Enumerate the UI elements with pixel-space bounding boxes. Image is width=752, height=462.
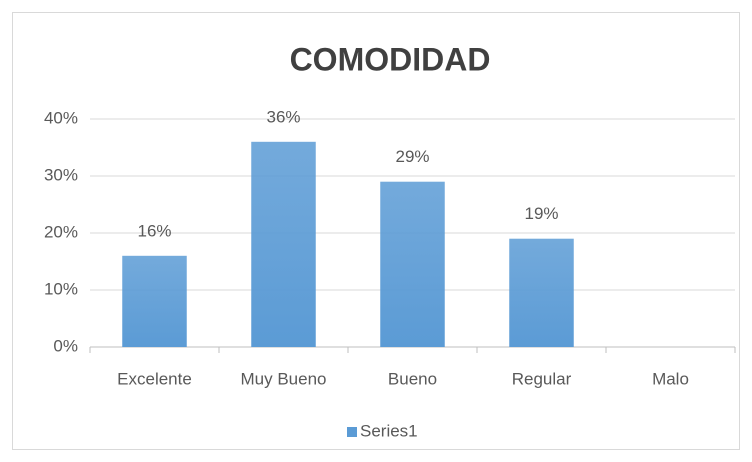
data-label: 29%	[395, 147, 429, 166]
bar	[251, 141, 316, 347]
y-tick-label: 30%	[44, 165, 78, 184]
x-tick-label: Malo	[652, 369, 689, 388]
chart-title: COMODIDAD	[290, 41, 491, 77]
data-label: 36%	[266, 107, 300, 126]
bar	[380, 181, 445, 347]
legend-label: Series1	[360, 421, 418, 440]
y-tick-label: 40%	[44, 108, 78, 127]
y-tick-label: 0%	[53, 336, 78, 355]
data-label: 19%	[524, 204, 558, 223]
x-tick-label: Muy Bueno	[241, 369, 327, 388]
y-tick-label: 20%	[44, 222, 78, 241]
y-tick-label: 10%	[44, 279, 78, 298]
data-label: 16%	[137, 221, 171, 240]
chart-border	[12, 12, 740, 450]
x-tick-label: Excelente	[117, 369, 192, 388]
x-tick-label: Bueno	[388, 369, 437, 388]
legend-swatch	[347, 427, 357, 437]
bar	[122, 255, 187, 347]
x-tick-label: Regular	[512, 369, 572, 388]
bar	[509, 238, 574, 347]
